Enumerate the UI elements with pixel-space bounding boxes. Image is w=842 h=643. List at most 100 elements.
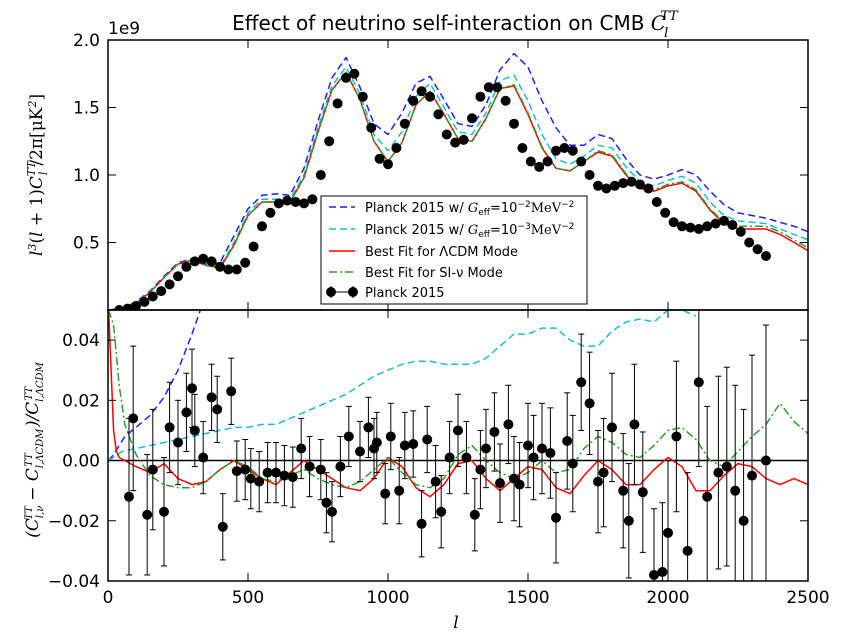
data-point: [147, 291, 158, 302]
data-point: [803, 0, 813, 5]
data-point: [710, 218, 721, 229]
data-point: [567, 458, 578, 469]
data-point: [537, 443, 547, 454]
data-point: [693, 224, 704, 234]
data-point: [341, 72, 351, 83]
data-point: [593, 180, 603, 191]
y-offset-text: 1e9: [108, 19, 140, 39]
y-tick-label: 1.5: [73, 99, 100, 119]
data-point: [142, 509, 153, 520]
data-point: [635, 179, 645, 190]
data-point: [279, 470, 290, 481]
legend-label-si-nu: Best Fit for SI-ν Mode: [365, 266, 503, 281]
x-tick-label: 1000: [366, 588, 409, 608]
data-point: [495, 478, 505, 489]
top-plot-area: [108, 0, 813, 310]
data-point: [422, 434, 433, 445]
data-point: [441, 129, 452, 140]
data-point: [436, 506, 447, 517]
data-point: [332, 98, 343, 109]
data-point: [181, 261, 192, 272]
data-point: [584, 170, 595, 180]
data-point: [747, 470, 757, 481]
bottom-plot-area: [108, 310, 808, 581]
data-point: [399, 440, 410, 451]
bottom-series-line-0: [108, 310, 202, 462]
data-point: [637, 487, 648, 498]
top-series-line-0: [108, 52, 808, 310]
data-point: [181, 407, 192, 418]
data-point: [363, 422, 374, 433]
data-point: [321, 497, 332, 508]
data-point: [408, 438, 419, 449]
data-point: [265, 207, 276, 218]
data-point: [778, 0, 788, 5]
data-point: [257, 221, 267, 232]
legend-label-geff-2: Planck 2015 w/ Geff=10−2MeV−2: [365, 200, 574, 218]
legend-swatch-point-left: [326, 287, 336, 297]
legend-swatch-point-right: [348, 287, 358, 297]
data-point: [173, 271, 183, 282]
data-point: [299, 198, 309, 209]
y-tick-label: 0.00: [62, 452, 100, 472]
data-point: [607, 422, 617, 433]
data-point: [164, 279, 175, 290]
data-point: [248, 241, 259, 252]
data-point: [643, 183, 654, 194]
data-point: [240, 257, 251, 268]
data-point: [713, 467, 724, 478]
data-point: [795, 0, 805, 5]
legend-entry-planck: Planck 2015: [326, 286, 445, 301]
data-point: [374, 153, 385, 164]
data-point: [271, 467, 281, 478]
data-point: [425, 91, 435, 102]
x-tick-label: 500: [232, 588, 264, 608]
data-point: [738, 515, 749, 526]
data-point: [534, 161, 545, 172]
data-point: [786, 0, 796, 5]
data-point: [198, 253, 209, 264]
data-point: [343, 431, 354, 442]
data-point: [489, 426, 500, 437]
data-point: [304, 461, 315, 472]
data-point: [562, 435, 573, 446]
data-point: [164, 422, 175, 433]
data-point: [551, 145, 561, 156]
data-point: [231, 466, 242, 477]
data-point: [629, 419, 640, 430]
legend-label-planck: Planck 2015: [365, 286, 445, 301]
data-point: [416, 86, 427, 97]
x-tick-label: 2000: [646, 588, 689, 608]
data-point: [769, 0, 779, 5]
data-point: [416, 518, 427, 529]
data-point: [492, 82, 503, 93]
data-point: [660, 207, 671, 218]
data-point: [335, 461, 346, 472]
data-point: [240, 464, 251, 475]
data-point: [217, 521, 228, 532]
data-point: [618, 178, 629, 189]
y-tick-label: 0.04: [62, 331, 100, 351]
data-point: [198, 452, 209, 463]
data-point: [500, 95, 511, 106]
data-point: [744, 237, 755, 248]
data-point: [651, 197, 662, 207]
data-point: [124, 491, 134, 502]
data-point: [383, 159, 393, 170]
y-tick-label: 2.0: [73, 31, 100, 51]
data-point: [385, 431, 396, 442]
data-point: [677, 221, 687, 232]
y-tick-label: 0.02: [62, 391, 100, 411]
data-point: [509, 118, 519, 129]
data-point: [187, 383, 197, 394]
data-point: [576, 156, 587, 167]
data-point: [173, 437, 183, 448]
data-point: [206, 256, 217, 267]
data-point: [761, 251, 771, 261]
data-point: [528, 452, 539, 463]
data-point: [290, 197, 301, 207]
data-point: [727, 219, 738, 230]
data-point: [147, 464, 158, 475]
data-point: [245, 473, 256, 484]
data-point: [189, 425, 200, 436]
